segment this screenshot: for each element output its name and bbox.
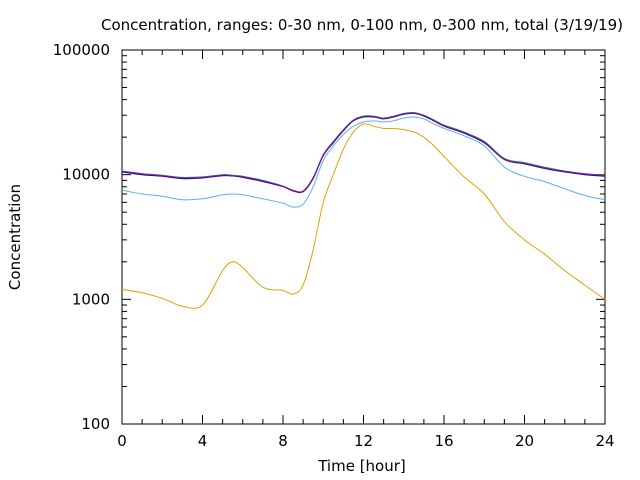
y-tick-label: 10000 <box>62 166 110 184</box>
series-line-5 <box>121 112 606 193</box>
plot-frame <box>121 49 606 425</box>
x-axis: 0 4 8 12 16 20 24 <box>117 50 615 450</box>
series-line-3 <box>121 111 606 193</box>
y-tick-label: 1000 <box>72 290 110 308</box>
x-tick-label: 24 <box>595 432 614 450</box>
series-line-1 <box>121 123 606 309</box>
x-tick-label: 0 <box>117 432 127 450</box>
x-axis-label: Time [hour] <box>317 457 406 475</box>
y-tick-label: 100 <box>81 415 110 433</box>
series-line-4 <box>121 112 606 194</box>
series-line-2 <box>121 116 606 208</box>
x-tick-label: 12 <box>354 432 373 450</box>
x-tick-label: 16 <box>434 432 453 450</box>
series-layer <box>121 111 606 309</box>
chart-title: Concentration, ranges: 0-30 nm, 0-100 nm… <box>101 16 623 34</box>
y-axis-label: Concentration <box>6 184 24 290</box>
x-tick-label: 4 <box>198 432 208 450</box>
y-tick-label: 100000 <box>53 41 110 59</box>
x-tick-label: 20 <box>515 432 534 450</box>
y-axis: 100 1000 10000 100000 <box>53 41 605 433</box>
x-tick-label: 8 <box>278 432 288 450</box>
